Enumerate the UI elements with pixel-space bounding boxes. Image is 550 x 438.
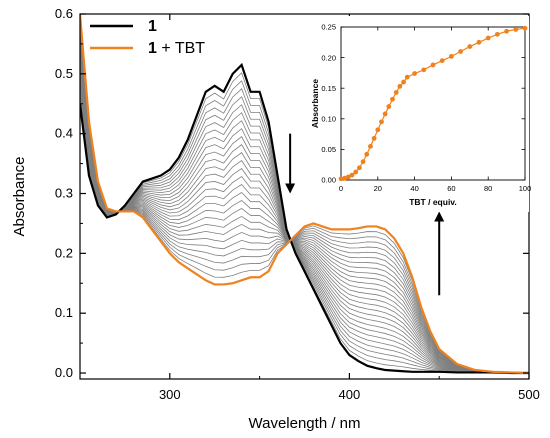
intermediate-spectrum-line <box>80 53 529 374</box>
inset-y-axis-title: Absorbance <box>310 79 320 128</box>
spectrum-line-initial <box>80 62 529 375</box>
y-tick-label: 0.3 <box>55 186 73 201</box>
inset-frame <box>340 26 526 181</box>
inset-data-point <box>439 58 445 64</box>
y-tick-label: 0.4 <box>55 126 73 141</box>
inset-data-point <box>345 174 351 180</box>
inset-data-point <box>379 119 384 125</box>
inset-y-tick-label: 0.20 <box>321 53 336 62</box>
inset-data-point <box>513 27 519 32</box>
inset-y-tick-label: 0.05 <box>321 145 336 154</box>
intermediate-spectrum-line <box>80 27 529 374</box>
inset-data-point <box>364 151 370 157</box>
inset-data-point <box>386 104 392 109</box>
legend-label-initial: 1 <box>148 18 157 35</box>
intermediate-spectrum-line <box>80 20 529 374</box>
inset-data-point <box>338 176 344 182</box>
inset-data-point <box>401 79 406 85</box>
intermediate-spectrum-line <box>80 37 529 374</box>
x-tick-label: 400 <box>339 387 361 402</box>
inset-data-point <box>522 25 528 31</box>
y-tick-label: 0.0 <box>55 365 73 380</box>
intermediate-spectrum-line <box>80 80 529 374</box>
intermediate-spectrum-line <box>80 73 529 374</box>
inset-x-tick-label: 20 <box>374 184 382 193</box>
inset-x-tick-label: 80 <box>484 184 492 193</box>
inset-data-point <box>342 175 348 181</box>
inset-data-point <box>353 169 359 175</box>
intermediate-spectrum-line <box>80 67 529 374</box>
inset-y-tick-label: 0.15 <box>321 84 336 93</box>
intermediate-spectrum-line <box>80 63 529 374</box>
inset-data-point <box>467 44 473 49</box>
inset-data-point <box>360 159 366 165</box>
x-axis-title: Wavelength / nm <box>249 415 361 432</box>
intermediate-spectrum-line <box>80 30 529 374</box>
inset-data-point <box>485 35 491 41</box>
inset-data-point <box>458 49 463 54</box>
increase-arrow <box>434 211 445 296</box>
intermediate-spectrum-line <box>80 47 529 374</box>
inset-y-tick-label: 0.10 <box>321 115 336 124</box>
inset-data-point <box>412 71 417 76</box>
inset-data-point <box>430 62 436 68</box>
legend-label-final: 1 + TBT <box>148 40 205 57</box>
intermediate-spectrum-line <box>80 57 529 374</box>
inset-data-point <box>371 135 377 141</box>
intermediate-spectrum-line <box>80 77 529 374</box>
inset-data-point <box>375 127 381 133</box>
inset-data-point <box>368 143 373 149</box>
inset-y-tick-label: 0.00 <box>321 176 336 185</box>
intermediate-spectrum-line <box>80 33 529 374</box>
intermediate-spectrum-line <box>80 40 529 374</box>
inset-data-point <box>393 90 399 95</box>
intermediate-spectrum-line <box>80 50 529 374</box>
inset-x-axis-title: TBT / equiv. <box>409 197 457 207</box>
inset-data-point <box>476 39 482 45</box>
inset-y-tick-label: 0.25 <box>321 23 336 32</box>
intermediate-spectrum-line <box>80 60 529 374</box>
inset-data-point <box>449 53 454 59</box>
inset-data-point <box>397 83 403 89</box>
inset-data-point <box>349 172 355 178</box>
decrease-arrow <box>285 133 296 194</box>
y-tick-label: 0.1 <box>55 305 73 320</box>
inset-data-point <box>382 111 388 117</box>
intermediate-spectrum-line <box>80 70 529 374</box>
inset-data-point <box>390 96 395 102</box>
y-tick-label: 0.5 <box>55 66 73 81</box>
intermediate-spectrum-line <box>80 23 529 374</box>
inset-x-tick-label: 0 <box>339 184 343 193</box>
spectrum-line-final <box>80 14 529 375</box>
intermediate-spectrum-line <box>80 43 529 374</box>
inset-data-point <box>357 165 362 171</box>
inset-x-tick-label: 40 <box>410 184 418 193</box>
inset-data-point <box>404 74 410 80</box>
inset-data-point <box>495 31 500 37</box>
x-tick-label: 500 <box>518 387 540 402</box>
inset-x-tick-label: 100 <box>519 184 532 193</box>
arrow-head <box>285 183 296 194</box>
x-tick-label: 300 <box>159 387 181 402</box>
y-tick-label: 0.2 <box>55 245 73 260</box>
y-tick-label: 0.6 <box>55 6 73 21</box>
arrow-head <box>434 211 445 222</box>
y-axis-title: Absorbance <box>11 156 28 236</box>
inset-x-tick-label: 60 <box>447 184 455 193</box>
inset-data-point <box>504 28 509 34</box>
inset-data-point <box>421 67 427 73</box>
